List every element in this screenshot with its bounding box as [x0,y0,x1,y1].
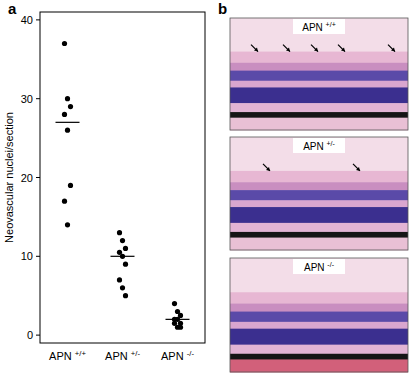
tissue-layer [230,322,408,329]
x-tick-label: APN -/- [161,349,194,362]
micrograph-label: APN +/+ [302,21,335,33]
tissue-layer [230,359,408,372]
data-point [120,238,125,243]
arrow [263,164,270,171]
panel-label: b [218,0,227,17]
tissue-layer [230,207,408,223]
arrow [251,45,258,52]
data-point [65,128,70,133]
data-point [62,199,67,204]
tissue-layer [230,223,408,233]
label-box [293,259,345,274]
mean-line [56,122,80,123]
data-point [120,285,125,290]
data-point [62,112,67,117]
tissue-layer [230,354,408,360]
arrow-head [391,48,395,52]
data-point [123,246,128,251]
arrow [338,45,345,52]
tissue-layer [230,112,408,118]
tissue-layer [230,18,408,52]
marks [56,41,190,330]
mean-line [111,256,135,257]
mean-line [166,319,190,320]
label-box [293,138,345,153]
tissue-layer [230,238,408,251]
tissue-layer [230,345,408,355]
tissue-layer [230,103,408,112]
arrow [283,45,290,52]
micrograph-label: APN -/- [304,261,335,273]
tissue-layer [230,304,408,312]
tissue-layer [230,137,408,171]
arrow-head [314,48,318,52]
y-tick-label: 20 [21,172,33,184]
arrow [388,45,395,52]
tissue-layer [230,258,408,293]
data-point [117,277,122,282]
arrow-head [341,48,345,52]
y-tick-label: 40 [21,14,33,26]
y-tick [36,98,40,99]
arrow [353,164,360,171]
image-frame [230,137,408,250]
y-tick [36,177,40,178]
y-tick-label: 0 [27,329,33,341]
figure: a b 0 10 20 30 40 Neovascular nuclei/section APN… [0,0,410,373]
image-frame [230,18,408,130]
data-point [68,104,73,109]
y-axis-label: Neovascular nuclei/section [3,112,15,243]
arrow-head [254,48,258,52]
plot-frame [40,12,205,343]
y-tick [36,335,40,336]
tissue-layer [230,190,408,201]
tissue-layer [230,329,408,345]
x-tick-label: APN +/+ [49,349,86,362]
tissue-layer [230,81,408,88]
panel-label: a [8,0,17,17]
x-tick-label: APN +/- [105,349,140,362]
y-tick [36,19,40,20]
data-point [65,96,70,101]
data-point [68,183,73,188]
image-frame [230,258,408,372]
tissue-layer [230,71,408,82]
tissue-layer [230,200,408,207]
micrograph: APN -/- [230,258,408,373]
micrograph-label: APN +/- [303,140,335,152]
data-point [117,230,122,235]
tissue-layer [230,63,408,71]
data-point [62,41,67,46]
data-point [178,325,183,330]
arrow-head [286,48,290,52]
tissue-layer [230,312,408,323]
tissue-layer [230,87,408,103]
tissue-layer [230,292,408,304]
tissue-layer [230,171,408,183]
data-point [172,301,177,306]
y-tick-label: 30 [21,93,33,105]
tissue-layer [230,118,408,131]
tissue-layer [230,232,408,238]
arrow-head [266,167,270,171]
arrow-head [356,167,360,171]
y-tick [36,256,40,257]
micrograph: APN +/+ [230,18,408,131]
data-point [123,293,128,298]
arrow [311,45,318,52]
data-point [65,222,70,227]
label-box [293,19,345,34]
data-point [123,262,128,267]
tissue-layer [230,182,408,190]
micrograph: APN +/- [230,137,408,251]
y-tick-label: 10 [21,250,33,262]
tissue-layer [230,52,408,64]
